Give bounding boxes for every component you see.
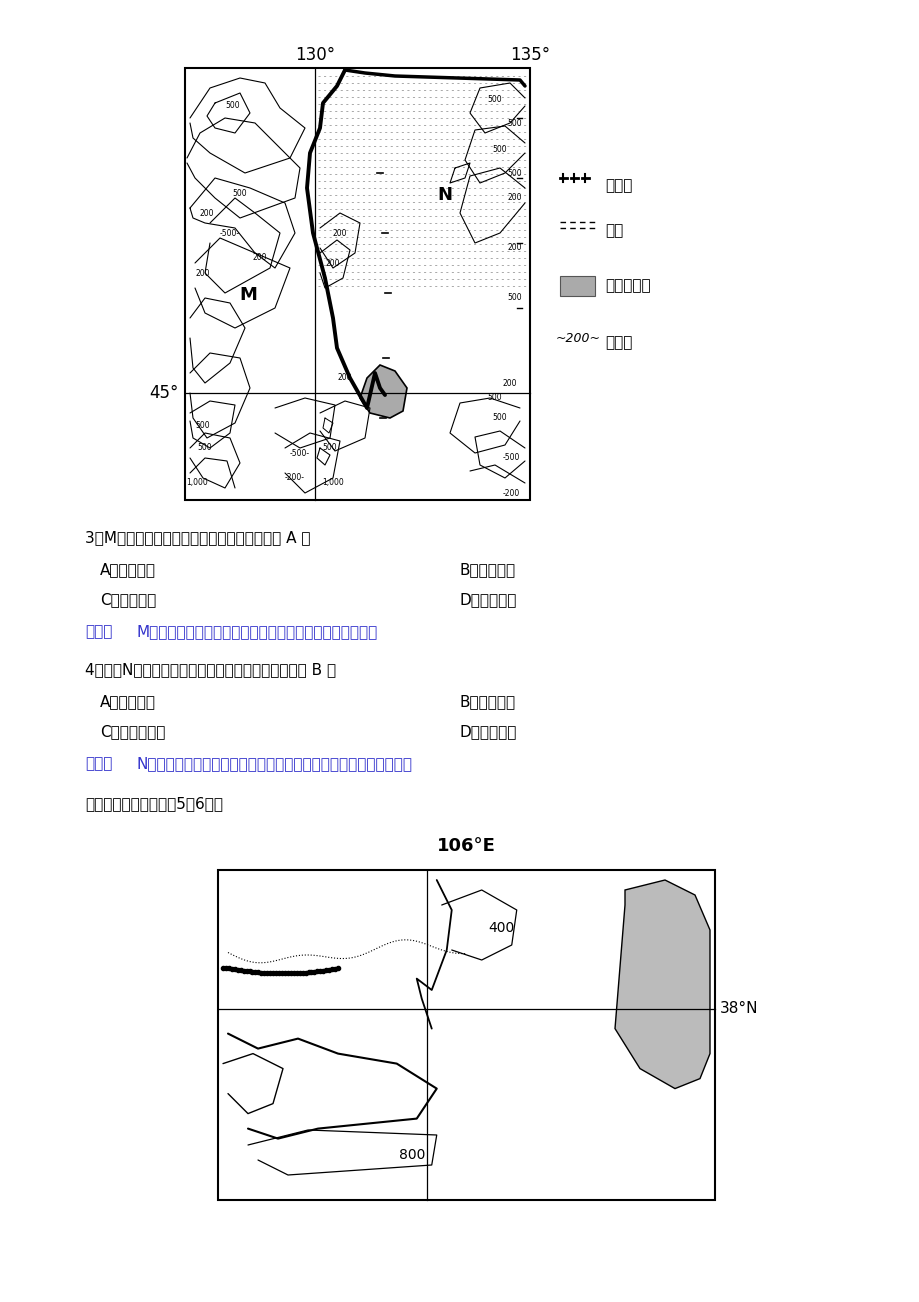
Bar [560,276,595,296]
Text: 200: 200 [253,254,267,263]
Text: 500: 500 [487,95,502,104]
Text: C．降水条件: C．降水条件 [100,592,156,607]
Text: M: M [239,286,256,303]
Bar [185,68,529,500]
Text: 500: 500 [493,414,506,423]
Text: 4．图中N地农业生产中容易带来的生态环境问题为（ B ）: 4．图中N地农业生产中容易带来的生态环境问题为（ B ） [85,661,335,677]
Text: 200: 200 [337,374,352,383]
Text: 500: 500 [198,444,212,453]
Text: D．光照条件: D．光照条件 [460,592,516,607]
Text: -500-: -500- [220,228,240,237]
Text: 45°: 45° [150,384,179,402]
Text: 500: 500 [506,118,521,128]
Text: 400: 400 [488,921,515,935]
Text: 38°N: 38°N [720,1001,757,1016]
Text: N地位于三江平原，湿地面积广阔，过度农垒会破坏湿地生态环境。: N地位于三江平原，湿地面积广阔，过度农垒会破坏湿地生态环境。 [137,756,413,771]
Text: 1,000: 1,000 [322,479,344,487]
Text: 200: 200 [507,243,521,253]
Text: 200: 200 [196,268,210,277]
Text: N: N [437,186,452,204]
Text: 500: 500 [323,444,337,453]
Text: 解析：: 解析： [85,624,112,639]
Text: -500: -500 [502,453,519,462]
Text: 国界线: 国界线 [605,178,631,194]
Polygon shape [317,70,525,298]
Text: 解析：: 解析： [85,756,112,771]
Text: 200: 200 [333,228,346,237]
Text: 200: 200 [507,194,522,203]
Text: 500: 500 [233,189,247,198]
Text: 500: 500 [487,393,502,402]
Text: ~200~: ~200~ [555,332,600,345]
Text: A．水土流失: A．水土流失 [100,694,156,710]
Text: B．土壤条件: B．土壤条件 [460,562,516,577]
Text: -500-: -500- [289,448,310,457]
Text: 500: 500 [225,102,240,111]
Text: 1,000: 1,000 [186,479,208,487]
Text: 等高线: 等高线 [605,336,631,350]
Text: 500: 500 [506,168,521,177]
Text: 3．M区域发展商品粮生产不利的自然条件是（ A ）: 3．M区域发展商品粮生产不利的自然条件是（ A ） [85,530,311,546]
Text: 200: 200 [502,379,516,388]
Text: C．土地荒漠化: C．土地荒漠化 [100,724,165,740]
Text: A．热量条件: A．热量条件 [100,562,156,577]
Polygon shape [614,880,709,1088]
Text: 沼泽: 沼泽 [605,224,622,238]
Text: -200-: -200- [285,474,305,483]
Text: D．森林破坏: D．森林破坏 [460,724,516,740]
Text: -200: -200 [502,488,519,497]
Text: B．湿地破坏: B．湿地破坏 [460,694,516,710]
Text: 800: 800 [398,1148,425,1161]
Text: M地所处纬度较高，热量条件较差，农作物只能一年一熟。: M地所处纬度较高，热量条件较差，农作物只能一年一熟。 [137,624,378,639]
Bar [218,870,714,1200]
Text: 135°: 135° [509,46,550,64]
Text: 200: 200 [199,208,214,217]
Text: 130°: 130° [295,46,335,64]
Text: 500: 500 [506,293,521,302]
Text: 500: 500 [196,421,210,430]
Text: 106°E: 106°E [437,837,495,855]
Text: 湖泊、海洋: 湖泊、海洋 [605,279,650,293]
Text: 500: 500 [493,146,506,155]
Text: 200: 200 [325,259,340,267]
Text: 读我国某区域图，回答5～6题。: 读我国某区域图，回答5～6题。 [85,796,222,811]
Polygon shape [359,365,406,418]
